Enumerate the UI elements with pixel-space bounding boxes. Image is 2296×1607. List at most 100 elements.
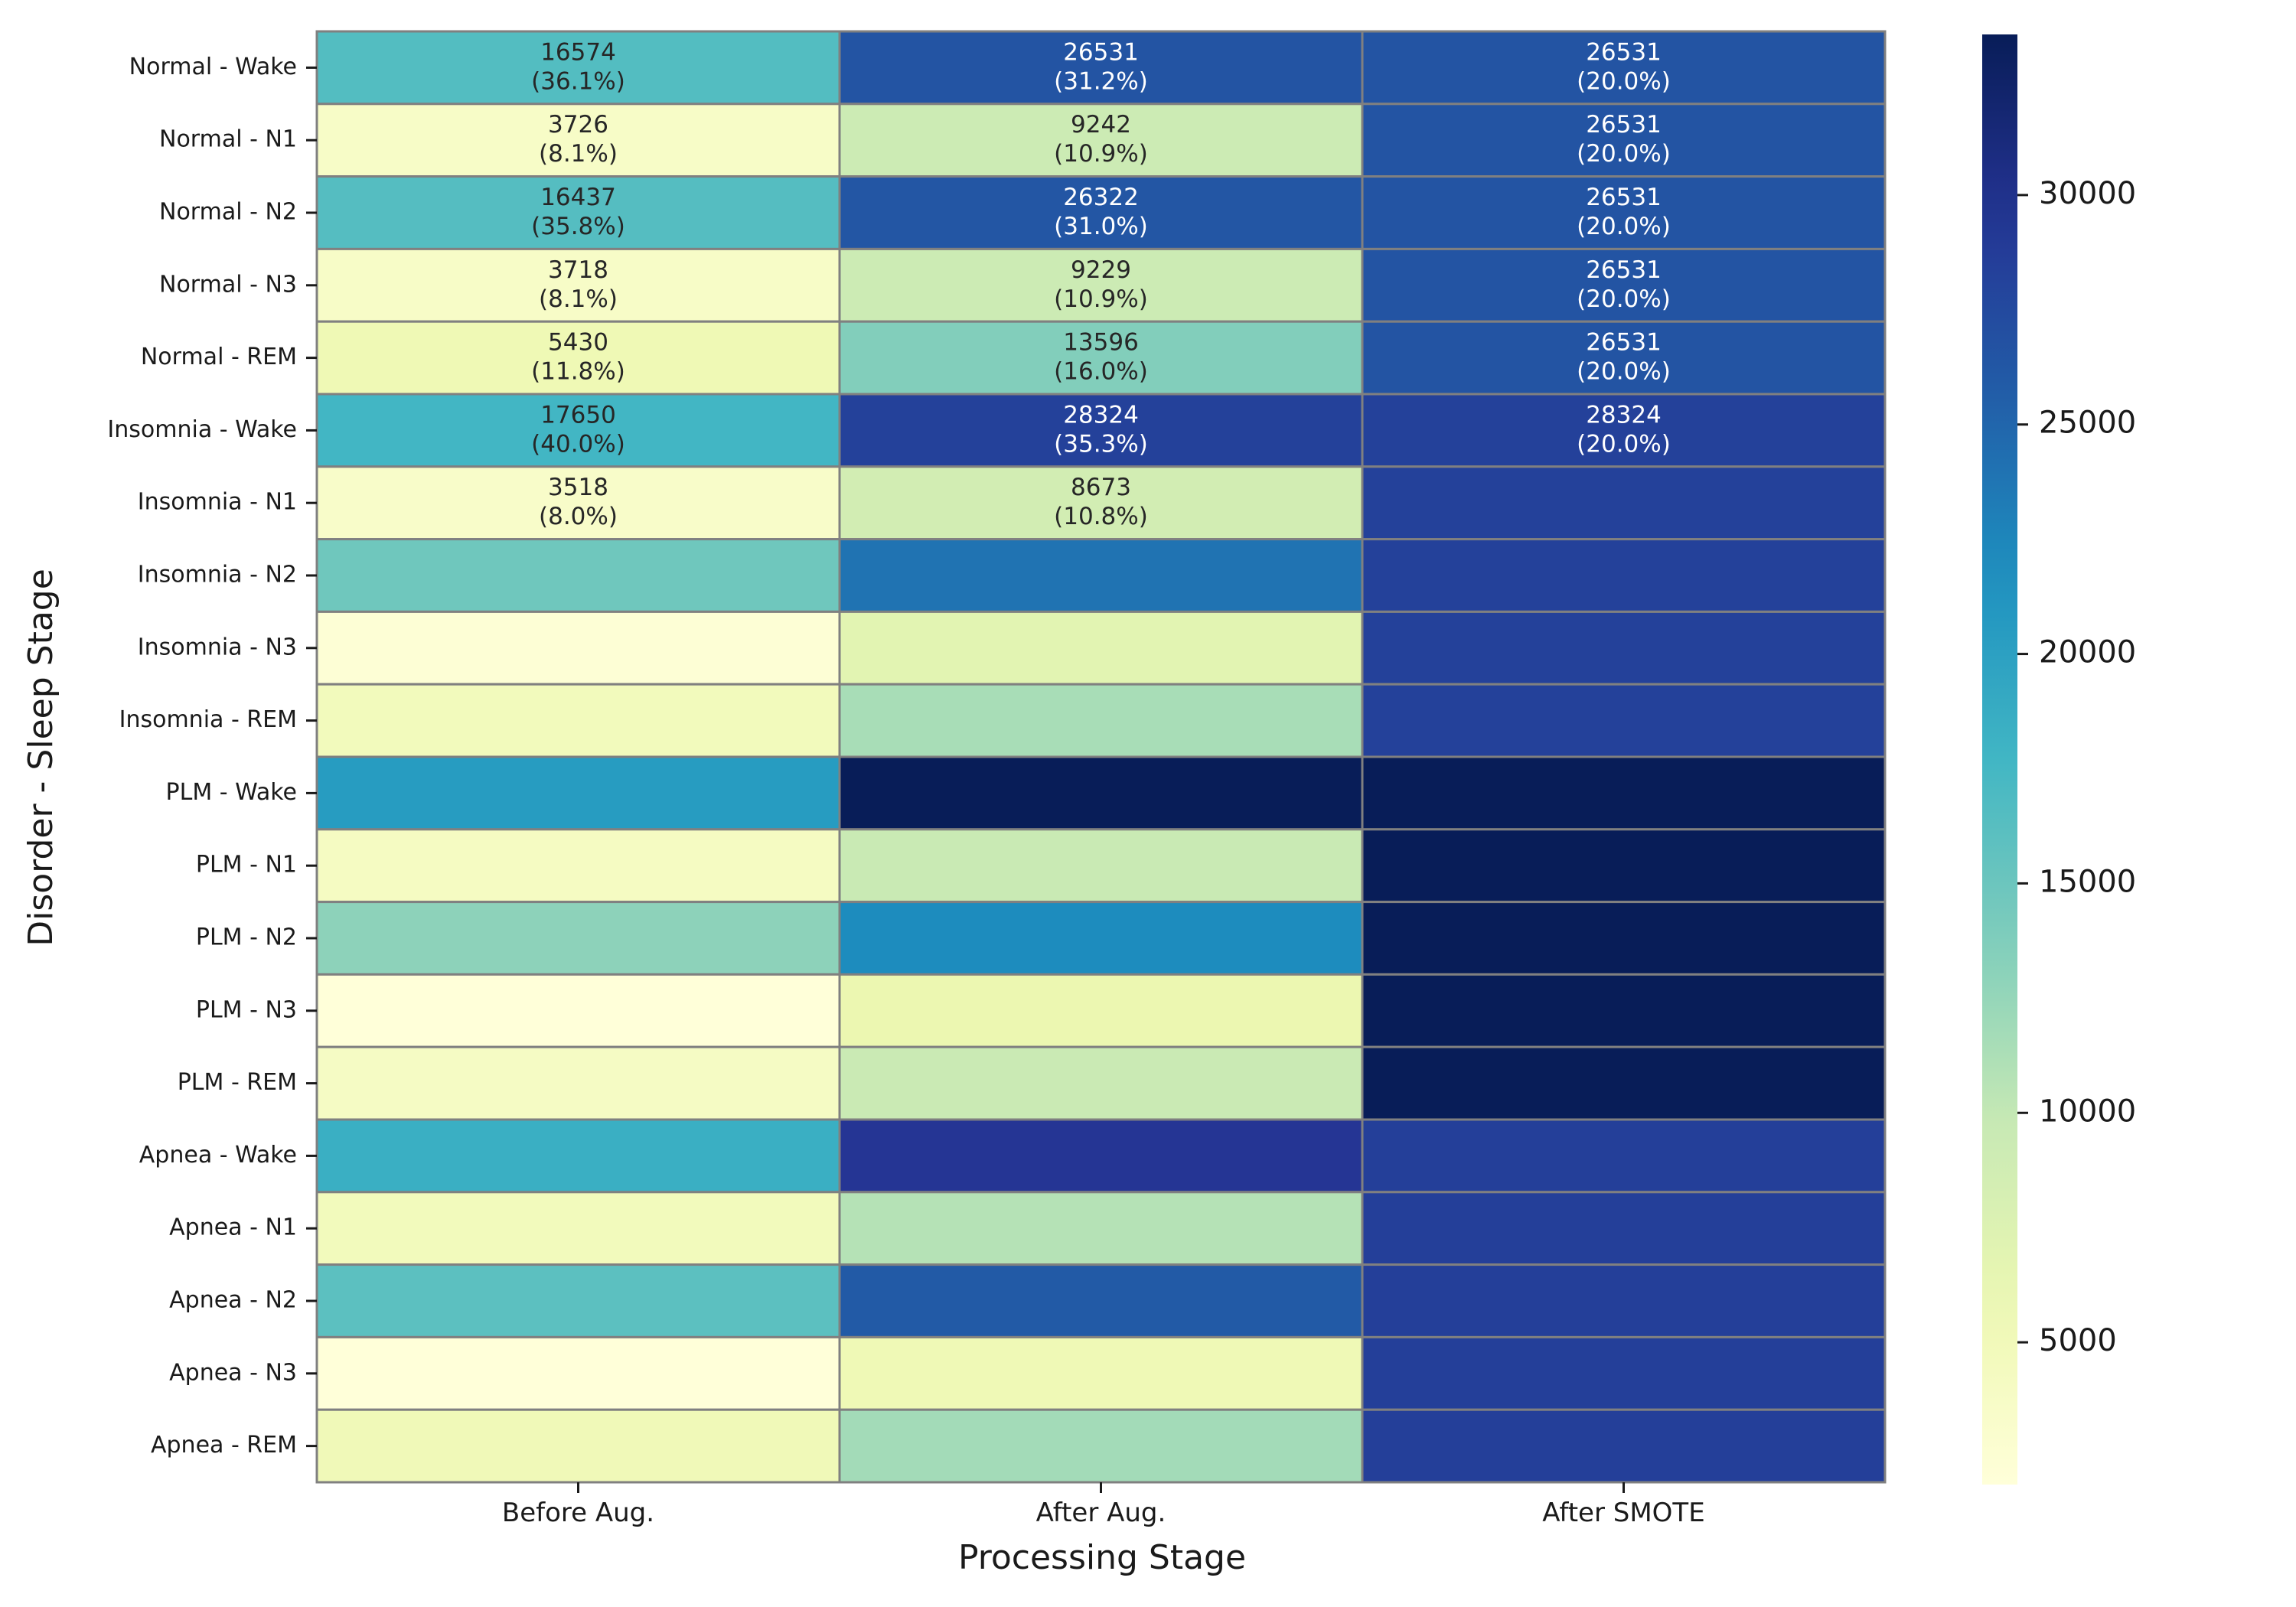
heatmap-cell bbox=[1361, 610, 1887, 686]
colorbar-tick-label: 20000 bbox=[2039, 635, 2136, 670]
heatmap-cell bbox=[1361, 683, 1887, 758]
heatmap-cell bbox=[838, 683, 1364, 758]
heatmap-cell bbox=[838, 1191, 1364, 1266]
y-tick-label: PLM - N1 bbox=[196, 852, 297, 878]
cell-annotation: 9242 (10.9%) bbox=[1054, 111, 1148, 168]
cell-annotation: 8673 (10.8%) bbox=[1054, 474, 1148, 530]
colorbar-tick-label: 5000 bbox=[2039, 1323, 2117, 1358]
colorbar-ticks: 5000 10000 15000 20000 25000 30000 bbox=[2017, 176, 2136, 1358]
heatmap-cell bbox=[838, 1408, 1364, 1484]
y-tick-label: Normal - Wake bbox=[129, 54, 297, 80]
y-tick-label: Insomnia - REM bbox=[119, 706, 297, 733]
cell-annotation: 13596 (16.0%) bbox=[1054, 328, 1148, 385]
heatmap-cell bbox=[315, 683, 841, 758]
heatmap-cell bbox=[1361, 1118, 1887, 1194]
colorbar-tick-label: 10000 bbox=[2039, 1094, 2136, 1129]
colorbar-tick-label: 15000 bbox=[2039, 864, 2136, 899]
y-tick-label: Normal - REM bbox=[141, 344, 297, 370]
heatmap-cell bbox=[1361, 1191, 1887, 1266]
heatmap-cell bbox=[1361, 103, 1887, 178]
colorbar-tick-label: 30000 bbox=[2039, 176, 2136, 211]
cell-annotation: 26531 (20.0%) bbox=[1577, 256, 1671, 312]
heatmap-cell bbox=[315, 1263, 841, 1338]
heatmap-cell bbox=[315, 1335, 841, 1411]
heatmap-cell bbox=[838, 538, 1364, 613]
heatmap-cell bbox=[315, 828, 841, 904]
heatmap-cell bbox=[1361, 828, 1887, 904]
cell-annotation: 26322 (31.0%) bbox=[1054, 184, 1148, 240]
heatmap-cell bbox=[838, 465, 1364, 541]
heatmap-cell bbox=[838, 755, 1364, 831]
y-axis-title: Disorder - Sleep Stage bbox=[21, 569, 60, 947]
heatmap-cell bbox=[1361, 901, 1887, 976]
heatmap-cell bbox=[1361, 1408, 1887, 1484]
y-tick-label: PLM - REM bbox=[178, 1069, 297, 1096]
y-tick-label: Normal - N1 bbox=[159, 126, 297, 153]
x-axis: Before Aug. After Aug. After SMOTE bbox=[502, 1482, 1705, 1528]
heatmap-cell bbox=[1361, 755, 1887, 831]
cell-annotation: 5430 (11.8%) bbox=[531, 328, 625, 385]
colorbar bbox=[1982, 34, 2017, 1485]
cell-annotation: 16437 (35.8%) bbox=[531, 184, 625, 240]
y-tick-label: PLM - N3 bbox=[196, 996, 297, 1023]
heatmap-cell bbox=[838, 1263, 1364, 1338]
heatmap-cell bbox=[838, 393, 1364, 468]
heatmap-cell bbox=[838, 901, 1364, 976]
cell-annotation: 26531 (20.0%) bbox=[1577, 38, 1671, 95]
x-axis-title: Processing Stage bbox=[958, 1538, 1246, 1577]
heatmap-cell bbox=[1361, 538, 1887, 613]
cell-annotations: 16574 (36.1%) 26531 (31.2%) 26531 (20.0%) 3726… bbox=[531, 38, 1671, 530]
heatmap-cell bbox=[838, 973, 1364, 1048]
y-tick-label: Normal - N3 bbox=[159, 271, 297, 298]
cell-annotation: 26531 (31.2%) bbox=[1054, 38, 1148, 95]
y-tick-label: PLM - Wake bbox=[166, 779, 297, 806]
heatmap-cell bbox=[838, 1045, 1364, 1121]
heatmap-cell bbox=[838, 320, 1364, 396]
heatmap-cell bbox=[315, 610, 841, 686]
heatmap-cell bbox=[315, 538, 841, 613]
cell-annotation: 26531 (20.0%) bbox=[1577, 184, 1671, 240]
x-tick-label: After Aug. bbox=[1036, 1498, 1166, 1528]
cell-annotation: 17650 (40.0%) bbox=[531, 401, 625, 458]
heatmap-cell bbox=[315, 465, 841, 541]
heatmap-cell bbox=[315, 1118, 841, 1194]
cell-annotation: 3518 (8.0%) bbox=[539, 474, 618, 530]
heatmap-cell bbox=[838, 175, 1364, 250]
heatmap-cell bbox=[1361, 973, 1887, 1048]
y-tick-label: Insomnia - N2 bbox=[138, 562, 297, 588]
y-tick-label: Apnea - N2 bbox=[169, 1287, 297, 1314]
heatmap-cell bbox=[315, 247, 841, 323]
heatmap-cell bbox=[1361, 1263, 1887, 1338]
heatmap-cell bbox=[315, 30, 841, 106]
y-tick-label: Apnea - N3 bbox=[169, 1359, 297, 1386]
heatmap-cell bbox=[315, 755, 841, 831]
heatmap-cell bbox=[315, 973, 841, 1048]
heatmap-cell bbox=[1361, 247, 1887, 323]
y-axis: Normal - Wake Normal - N1 Normal - N2 Norma… bbox=[107, 54, 317, 1459]
heatmap-cell bbox=[838, 1118, 1364, 1194]
y-tick-label: Apnea - Wake bbox=[139, 1142, 297, 1169]
heatmap-cell bbox=[1361, 393, 1887, 468]
heatmap-cells bbox=[315, 30, 1887, 1484]
y-tick-label: Normal - N2 bbox=[159, 199, 297, 226]
cell-annotation: 9229 (10.9%) bbox=[1054, 256, 1148, 312]
heatmap-cell bbox=[838, 1335, 1364, 1411]
y-tick-label: PLM - N2 bbox=[196, 924, 297, 951]
cell-annotation: 3726 (8.1%) bbox=[539, 111, 618, 168]
heatmap-cell bbox=[838, 828, 1364, 904]
cell-annotation: 16574 (36.1%) bbox=[531, 38, 625, 95]
heatmap-cell bbox=[315, 1191, 841, 1266]
heatmap-cell bbox=[315, 1408, 841, 1484]
cell-annotation: 28324 (20.0%) bbox=[1577, 401, 1671, 458]
cell-annotation: 26531 (20.0%) bbox=[1577, 111, 1671, 168]
heatmap-cell bbox=[1361, 465, 1887, 541]
heatmap-cell bbox=[1361, 1045, 1887, 1121]
x-tick-label: Before Aug. bbox=[502, 1498, 654, 1528]
x-tick-label: After SMOTE bbox=[1542, 1498, 1704, 1528]
y-tick-label: Insomnia - N1 bbox=[138, 489, 297, 516]
y-tick-label: Apnea - REM bbox=[151, 1432, 297, 1459]
cell-annotation: 26531 (20.0%) bbox=[1577, 328, 1671, 385]
y-tick-label: Apnea - N1 bbox=[169, 1214, 297, 1241]
heatmap-cell bbox=[838, 610, 1364, 686]
heatmap-cell bbox=[315, 901, 841, 976]
